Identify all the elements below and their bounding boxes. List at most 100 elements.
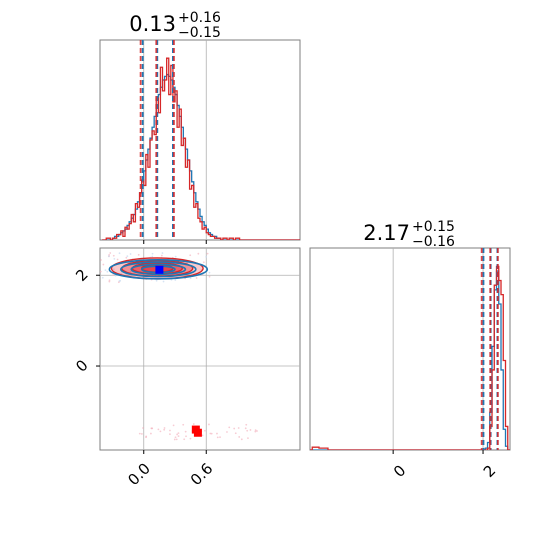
joint-scatter-point: [169, 433, 171, 436]
joint-scatter-point: [108, 280, 111, 283]
joint-marker-red: [193, 428, 202, 437]
joint-scatter-point: [249, 429, 252, 431]
joint-scatter-point: [163, 428, 166, 431]
joint-scatter-point: [202, 261, 205, 264]
joint-scatter-point: [163, 427, 166, 429]
joint-scatter-point: [151, 427, 153, 430]
joint-scatter-point: [117, 281, 120, 284]
joint-scatter-point: [125, 256, 128, 259]
joint-scatter-point: [106, 270, 109, 273]
joint-scatter-point: [204, 429, 206, 432]
joint-xtick-label: 0.6: [187, 460, 217, 490]
marginal-histogram-2: 0 2 2.17 +0.15 −0.16: [309, 219, 511, 481]
joint-scatter-point: [185, 435, 187, 438]
joint-scatter-point: [206, 252, 209, 255]
joint-scatter-point: [210, 432, 213, 435]
joint-scatter-point: [169, 429, 171, 432]
joint-scatter-point: [195, 277, 198, 279]
joint-scatter-point: [209, 432, 212, 435]
hist2-title-minus: −0.16: [412, 234, 455, 250]
joint-scatter-point: [155, 279, 158, 282]
joint-scatter-point: [201, 434, 204, 437]
joint-scatter-point: [228, 426, 231, 429]
joint-scatter-point: [246, 429, 249, 432]
joint-scatter-point: [237, 427, 240, 429]
joint-scatter-point: [254, 430, 257, 433]
hist1-title-value: 0.13: [129, 12, 176, 36]
joint-ytick-label: 2: [72, 265, 91, 284]
joint-ytick-label: 0: [72, 356, 91, 375]
joint-scatter-point: [108, 279, 111, 282]
joint-scatter-point: [216, 436, 219, 439]
hist1-title-plus: +0.16: [178, 10, 221, 26]
joint-scatter-point: [100, 270, 102, 273]
hist2-title-plus: +0.15: [412, 219, 455, 235]
joint-scatter-point: [256, 430, 258, 432]
joint-scatter-point: [157, 428, 160, 431]
joint-scatter-point: [173, 438, 176, 441]
hist1-frame: [99, 39, 301, 241]
joint-scatter-point: [104, 269, 107, 272]
joint-scatter-point: [137, 253, 140, 256]
joint-scatter-point: [208, 271, 211, 274]
joint-scatter-point: [189, 277, 192, 280]
joint-scatter-point: [159, 430, 162, 433]
joint-scatter-point: [112, 254, 115, 257]
joint-scatter-point: [129, 253, 132, 255]
joint-scatter-point: [205, 255, 208, 258]
joint-marker-blue: [155, 265, 164, 274]
joint-scatter-point: [151, 255, 154, 258]
joint-contour-panel: 0.0 0.6 0 2: [72, 247, 301, 490]
joint-scatter-point: [219, 436, 221, 439]
joint-scatter-point: [183, 438, 186, 441]
joint-scatter-point: [107, 255, 110, 258]
joint-scatter-point: [208, 275, 211, 278]
joint-scatter-point: [177, 435, 180, 438]
hist2-xtick-label: 2: [480, 462, 499, 481]
joint-scatter-point: [245, 423, 248, 426]
joint-scatter-point: [208, 423, 210, 426]
joint-scatter-point: [142, 427, 144, 429]
joint-scatter-point: [247, 437, 249, 440]
joint-scatter-point: [240, 438, 243, 441]
joint-scatter-point: [138, 432, 141, 435]
joint-scatter-point: [174, 436, 177, 439]
joint-scatter-point: [172, 424, 175, 427]
joint-scatter-point: [174, 279, 177, 281]
joint-contour-blue: [130, 263, 187, 276]
marginal-histogram-1: 0.13 +0.16 −0.15: [99, 10, 301, 244]
joint-scatter-point: [140, 433, 143, 435]
joint-contour-blue: [108, 259, 209, 280]
joint-frame: [99, 247, 301, 451]
joint-scatter-point: [120, 272, 123, 275]
joint-scatter-point: [100, 259, 102, 261]
joint-scatter-point: [197, 252, 200, 255]
hist2-frame: [309, 247, 511, 451]
joint-scatter-point: [162, 280, 165, 283]
joint-scatter-point: [177, 432, 180, 435]
joint-scatter-point: [182, 423, 185, 426]
joint-scatter-point: [113, 257, 116, 260]
hist1-series-red: [102, 57, 300, 240]
joint-scatter-point: [126, 255, 129, 258]
joint-scatter-point: [161, 252, 164, 254]
hist2-xtick-label: 0: [390, 462, 409, 481]
joint-scatter-point: [192, 423, 195, 425]
joint-scatter-point: [226, 431, 228, 433]
hist2-title-value: 2.17: [363, 221, 410, 245]
joint-scatter-point: [234, 432, 237, 435]
joint-scatter-point: [244, 427, 247, 430]
joint-scatter-point: [216, 432, 218, 435]
joint-scatter-point: [145, 435, 148, 438]
joint-scatter-point: [233, 427, 236, 430]
joint-scatter-point: [129, 270, 132, 273]
joint-scatter-point: [175, 438, 178, 441]
hist1-title-minus: −0.15: [178, 25, 221, 41]
joint-scatter-point: [176, 433, 179, 436]
joint-scatter-point: [189, 254, 192, 257]
joint-scatter-point: [174, 255, 177, 258]
joint-contour-blue: [120, 261, 197, 278]
joint-scatter-point: [254, 429, 257, 432]
joint-scatter-point: [109, 252, 112, 254]
